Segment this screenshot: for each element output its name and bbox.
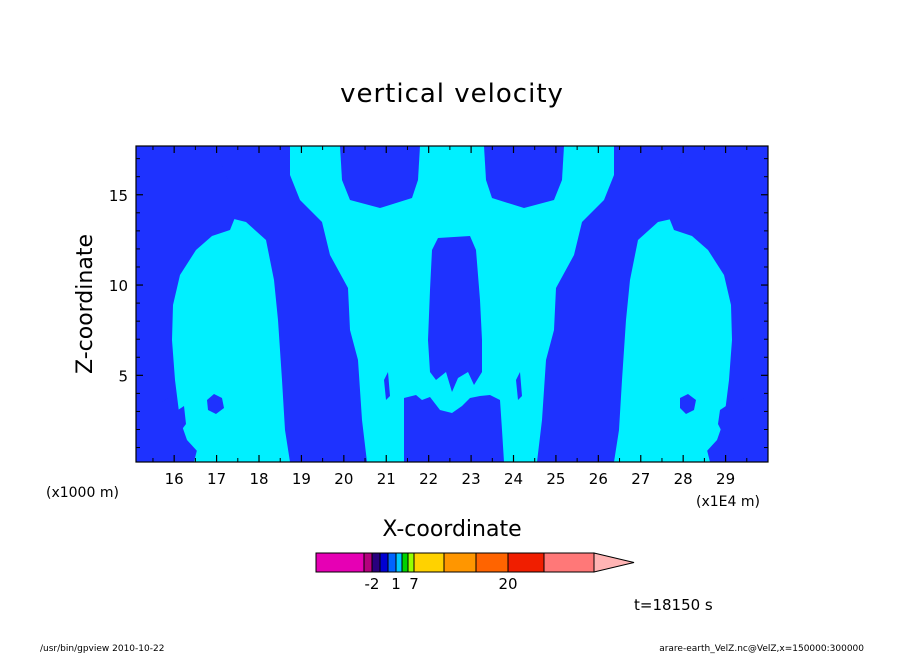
x-tick-label: 19: [292, 470, 311, 488]
y-tick-label: 15: [109, 187, 128, 205]
colorbar-labels: -2 1 7 20: [365, 575, 518, 593]
contour-region: [214, 146, 367, 462]
colorbar-segment: [363, 552, 373, 573]
y-tick-label: 5: [118, 367, 128, 385]
x-tick-label: 27: [631, 470, 650, 488]
y-tick-label: 10: [109, 277, 128, 295]
x-axis-unit-left: (x1000 m): [46, 485, 119, 501]
contour-region: [384, 372, 390, 400]
contour-region: [664, 430, 710, 462]
contour-region: [136, 146, 240, 462]
x-tick-label: 26: [589, 470, 608, 488]
contour-region: [718, 406, 728, 432]
colorbar: [315, 552, 635, 573]
x-tick-label: 20: [334, 470, 353, 488]
colorbar-segment: [371, 552, 381, 573]
colorbar-segment: [475, 552, 509, 573]
colorbar-label: 7: [409, 575, 419, 593]
x-axis-label: X-coordinate: [382, 517, 521, 542]
colorbar-segment: [387, 552, 397, 573]
plot-frame: [135, 145, 769, 463]
colorbar-segment: [543, 552, 595, 573]
colorbar-segment: [507, 552, 545, 573]
contour-region: [736, 386, 744, 402]
footer-left: /usr/bin/gpview 2010-10-22: [40, 644, 164, 654]
x-tick-label: 23: [462, 470, 481, 488]
plot-area: [135, 145, 769, 463]
x-axis-unit-right: (x1E4 m): [696, 494, 760, 510]
footer-right: arare-earth_VelZ.nc@VelZ,x=150000:300000: [659, 644, 864, 654]
contour-region: [537, 146, 690, 462]
colorbar-label: 1: [391, 575, 401, 593]
colorbar-segment: [315, 552, 365, 573]
contour-region: [194, 430, 240, 462]
contour-region: [346, 370, 352, 396]
contour-region: [554, 370, 560, 396]
contour-region: [428, 236, 482, 392]
x-tick-label: 18: [249, 470, 268, 488]
contour-region: [246, 428, 280, 462]
colorbar-segment: [401, 552, 409, 573]
chart-title: vertical velocity: [340, 79, 564, 109]
x-tick-label: 22: [419, 470, 438, 488]
colorbar-label: 20: [498, 575, 517, 593]
contour-region: [404, 395, 504, 462]
x-tick-label: 29: [716, 470, 735, 488]
x-tick-label: 24: [504, 470, 523, 488]
colorbar-segment: [395, 552, 403, 573]
colorbar-extension-arrow: [593, 552, 635, 573]
x-tick-label: 25: [546, 470, 565, 488]
colorbar-segment: [413, 552, 445, 573]
colorbar-segment: [379, 552, 389, 573]
colorbar-segment: [407, 552, 415, 573]
x-tick-label: 28: [674, 470, 693, 488]
contour-region: [664, 146, 768, 462]
y-axis-label: Z-coordinate: [73, 234, 98, 374]
colorbar-label: -2: [365, 575, 380, 593]
contour-region: [516, 372, 522, 400]
contour-region: [680, 394, 696, 414]
x-tick-label: 21: [377, 470, 396, 488]
contour-region: [176, 406, 186, 432]
contour-region: [160, 386, 168, 402]
contour-region: [624, 428, 658, 462]
x-tick-label: 17: [207, 470, 226, 488]
contour-region: [340, 146, 420, 208]
x-tick-label: 16: [165, 470, 184, 488]
axis-ticks: 16 17 18 19 20 21 22 23 24 25 26 27 28 29 5 10 15: [109, 146, 768, 488]
time-label: t=18150 s: [634, 596, 713, 614]
contour-region: [207, 394, 224, 414]
colorbar-segment: [443, 552, 477, 573]
contour-region: [484, 146, 564, 208]
contour-regions: [136, 146, 768, 462]
